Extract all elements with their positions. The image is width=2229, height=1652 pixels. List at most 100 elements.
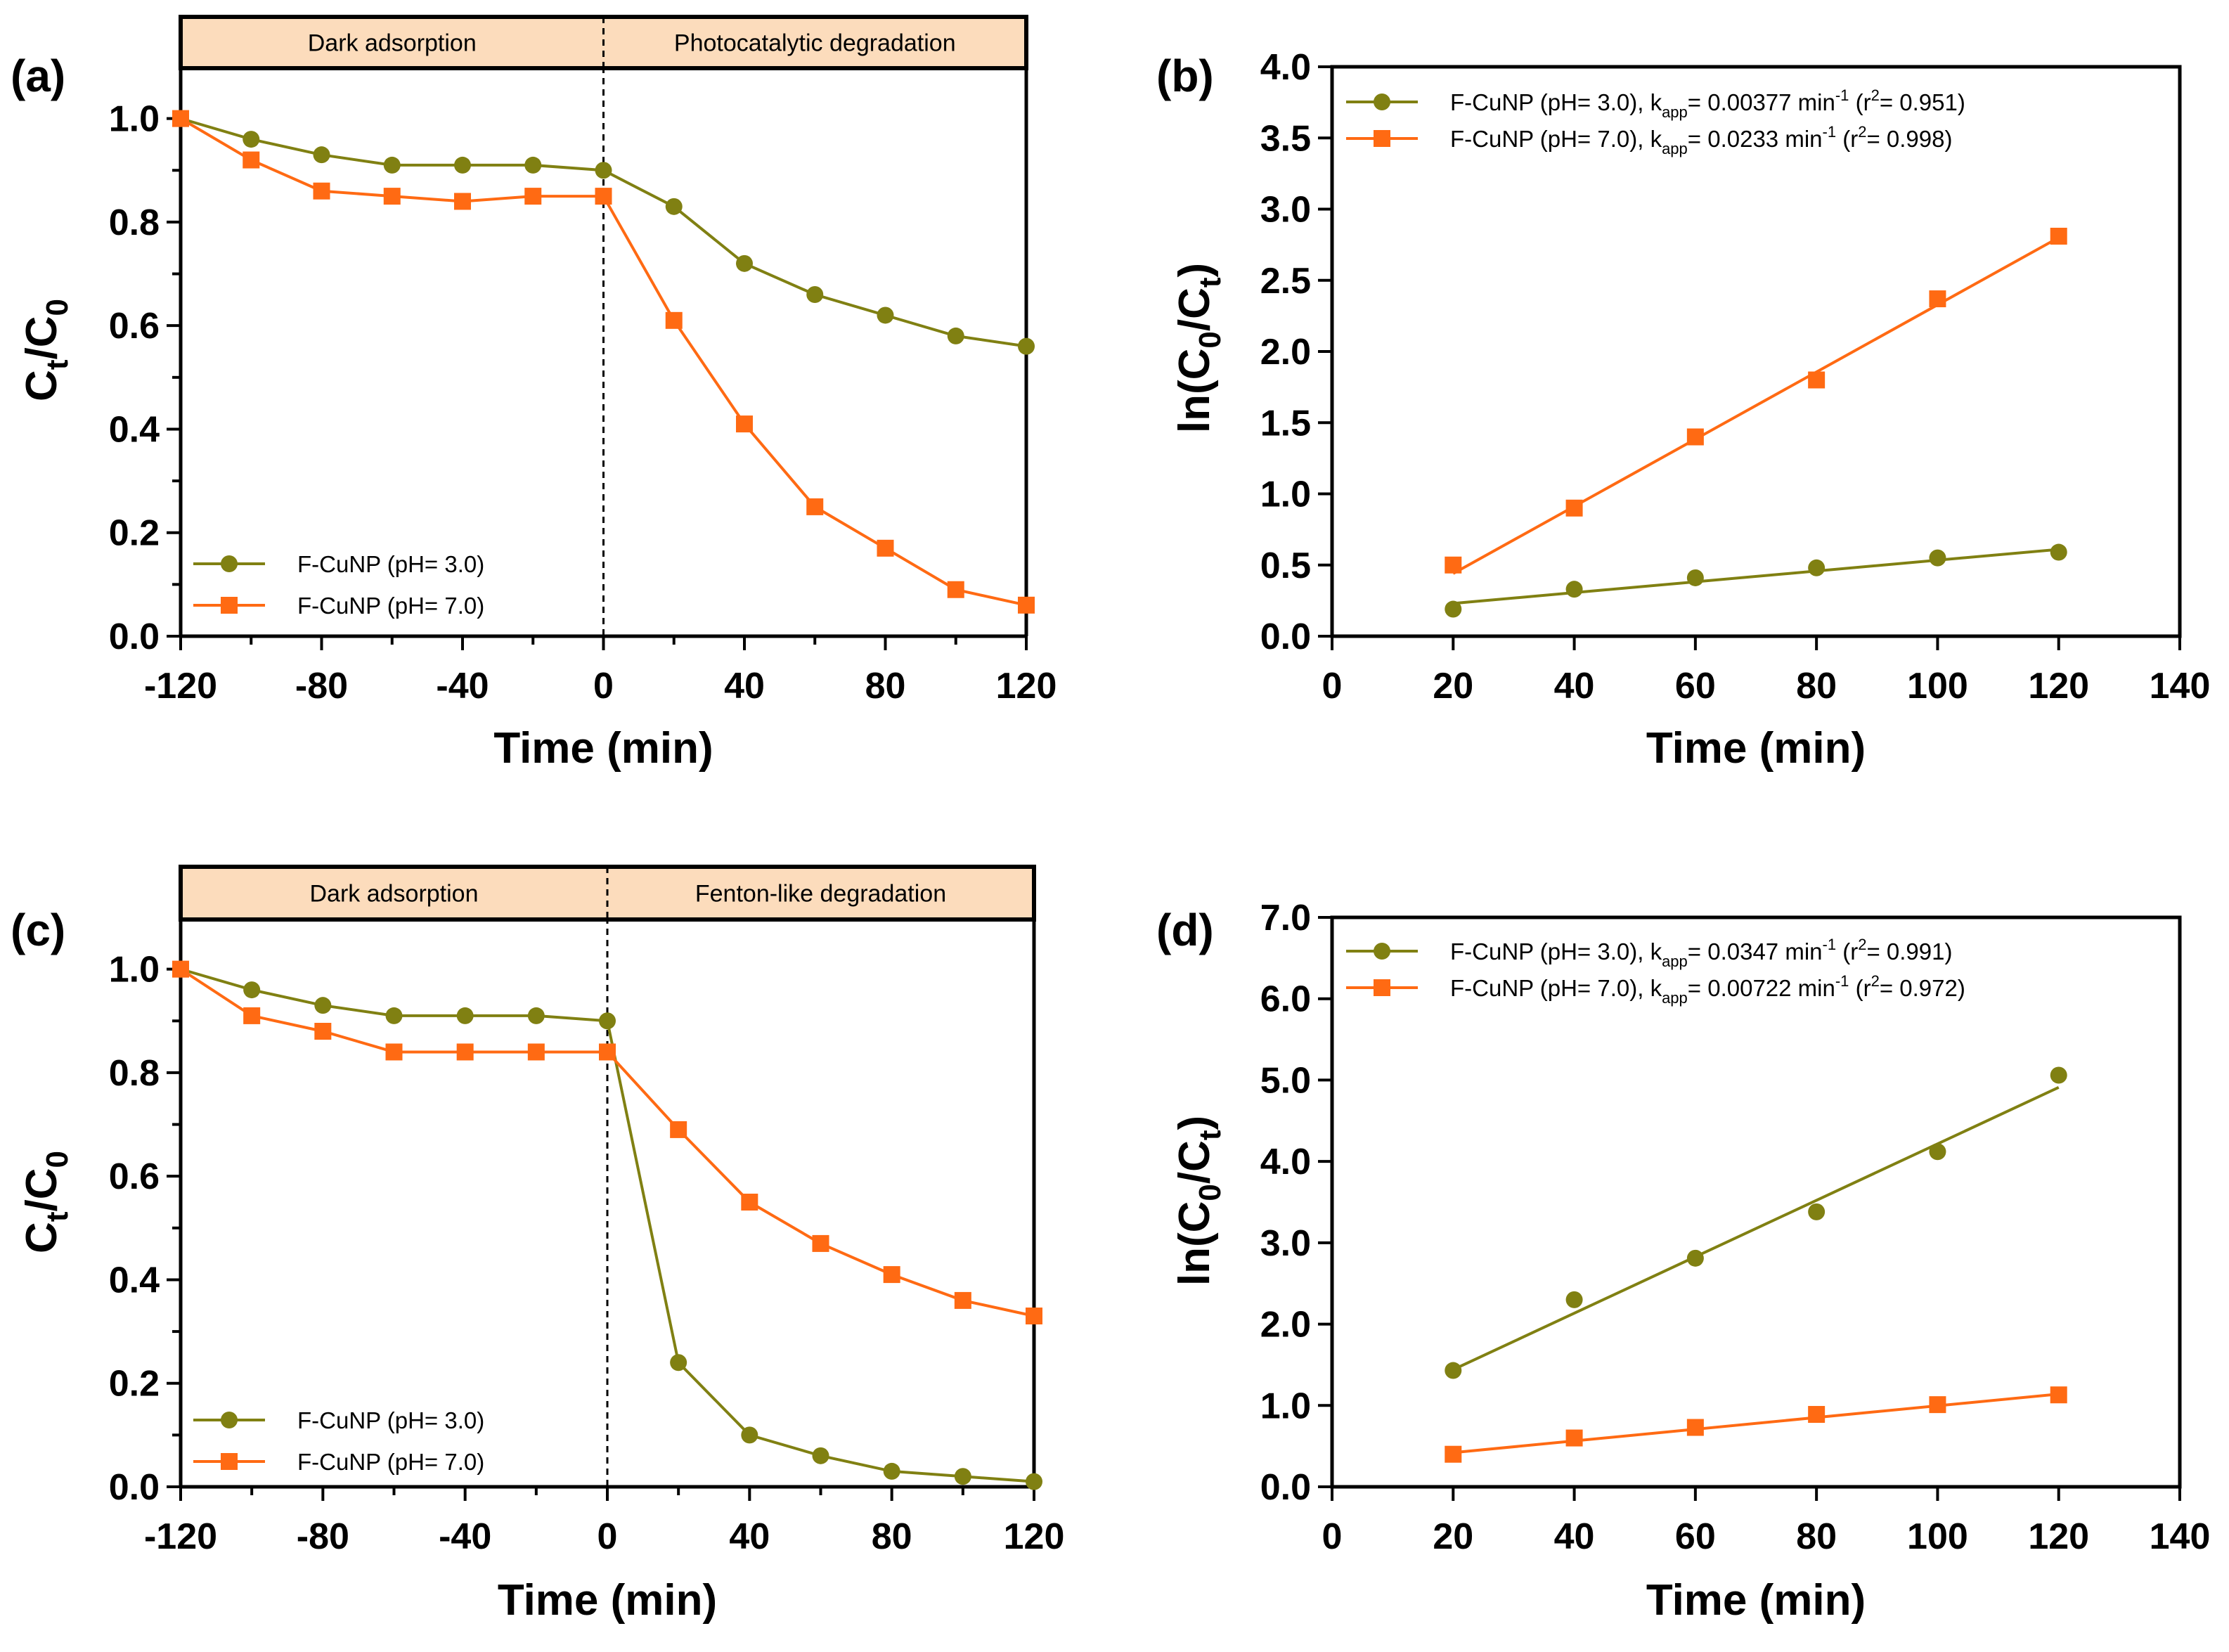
data-point: [954, 1468, 971, 1485]
band-left-label: Dark adsorption: [308, 30, 477, 57]
data-point: [1445, 1445, 1462, 1463]
y-tick-label: 2.5: [1260, 261, 1311, 302]
data-point: [1929, 1396, 1946, 1414]
data-point: [1686, 1249, 1704, 1267]
data-point: [947, 581, 964, 598]
fit-line: [1452, 236, 2060, 575]
y-tick-label: 1.0: [1260, 475, 1311, 515]
data-point: [665, 198, 683, 215]
y-tick-label: 4.0: [1260, 47, 1311, 88]
data-point: [314, 1023, 332, 1040]
x-tick-label: 40: [724, 666, 765, 706]
band-right-label: Photocatalytic degradation: [674, 30, 956, 57]
data-point: [383, 156, 401, 174]
x-tick-label: 120: [996, 666, 1057, 706]
y-tick-label: 0.8: [109, 1053, 160, 1094]
legend-marker: [221, 1453, 238, 1470]
y-tick-label: 6.0: [1260, 979, 1311, 1020]
y-tick-label: 0.2: [109, 513, 160, 554]
x-tick-label: -80: [295, 666, 348, 706]
legend-entry: F-CuNP (pH= 3.0): [297, 551, 484, 577]
x-axis-title: Time (min): [498, 1576, 717, 1625]
x-tick-label: 140: [2150, 1516, 2211, 1557]
data-point: [1808, 1203, 1826, 1220]
data-point: [385, 1043, 403, 1061]
y-tick-label: 0.4: [109, 1260, 160, 1301]
fit-line: [1453, 1393, 2059, 1454]
y-tick-label: 0.8: [109, 202, 160, 243]
data-point: [172, 110, 189, 127]
x-tick-label: 80: [1796, 1516, 1837, 1557]
legend-marker: [221, 555, 238, 572]
data-point: [1686, 428, 1704, 446]
data-point: [947, 327, 964, 344]
data-point: [1565, 1291, 1583, 1308]
x-tick-label: 40: [729, 1516, 770, 1557]
legend-marker: [221, 597, 238, 614]
y-tick-label: 0.6: [109, 1156, 160, 1197]
data-point: [736, 254, 753, 272]
chart-panel-0: (a) Dark adsorption Photocatalytic degrada…: [11, 15, 1057, 773]
data-point: [314, 997, 332, 1014]
panel-label: (d): [1156, 905, 1214, 955]
data-point: [454, 156, 471, 174]
data-point: [1026, 1308, 1042, 1324]
series-ph7: [172, 110, 1035, 614]
legend-marker: [1374, 93, 1390, 110]
y-tick-label: 0.6: [109, 306, 160, 347]
y-tick-label: 1.0: [109, 99, 160, 140]
x-tick-label: 0: [597, 1516, 618, 1557]
series-ph7: [1445, 1386, 2067, 1463]
y-tick-label: 7.0: [1260, 898, 1311, 938]
data-point: [1018, 596, 1035, 614]
x-tick-label: 120: [2028, 666, 2089, 706]
data-point: [883, 1462, 900, 1480]
y-tick-label: 0.4: [109, 409, 160, 450]
y-tick-label: 0.0: [1260, 617, 1311, 657]
data-point: [877, 306, 894, 324]
data-point: [599, 1043, 616, 1061]
data-point: [2050, 543, 2067, 561]
y-tick-label: 3.5: [1260, 118, 1311, 159]
x-tick-label: 80: [865, 666, 906, 706]
data-point: [812, 1234, 829, 1252]
x-tick-label: 60: [1675, 666, 1716, 706]
data-point: [313, 182, 330, 200]
data-point: [1565, 499, 1583, 517]
data-point: [877, 539, 894, 557]
x-tick-label: 60: [1675, 1516, 1716, 1557]
panel-label: (c): [11, 905, 65, 955]
data-point: [1929, 1143, 1946, 1161]
series-ph7: [1445, 227, 2067, 575]
data-point: [243, 151, 260, 169]
panel-label: (a): [11, 51, 65, 101]
x-axis-title: Time (min): [1646, 1576, 1866, 1625]
x-tick-label: 100: [1907, 1516, 1968, 1557]
data-point: [2050, 1066, 2067, 1084]
x-tick-label: 100: [1907, 666, 1968, 706]
data-point: [599, 1012, 616, 1030]
y-tick-label: 1.0: [109, 950, 160, 990]
legend-entry: F-CuNP (pH= 7.0), kapp= 0.00722 min-1 (r…: [1450, 972, 1965, 1007]
data-point: [1445, 556, 1462, 574]
series-ph3: [172, 110, 1035, 355]
data-point: [383, 188, 401, 205]
data-point: [670, 1121, 687, 1138]
data-point: [1808, 559, 1826, 576]
y-tick-label: 4.0: [1260, 1142, 1311, 1182]
data-point: [806, 498, 824, 515]
legend-marker: [1374, 130, 1390, 147]
data-point: [595, 188, 612, 205]
x-tick-label: 80: [1796, 666, 1837, 706]
legend-entry: F-CuNP (pH= 3.0): [297, 1407, 484, 1433]
data-point: [1686, 569, 1704, 586]
y-tick-label: 3.0: [1260, 190, 1311, 231]
x-tick-label: 0: [593, 666, 614, 706]
band-right-label: Fenton-like degradation: [695, 881, 946, 908]
band-left-label: Dark adsorption: [309, 881, 478, 908]
fit-line: [1452, 1086, 2060, 1372]
series-line: [180, 117, 1027, 348]
data-point: [1445, 1362, 1462, 1379]
legend-entry: F-CuNP (pH= 3.0), kapp= 0.00377 min-1 (r…: [1450, 86, 1965, 121]
legend-marker: [221, 1412, 238, 1428]
